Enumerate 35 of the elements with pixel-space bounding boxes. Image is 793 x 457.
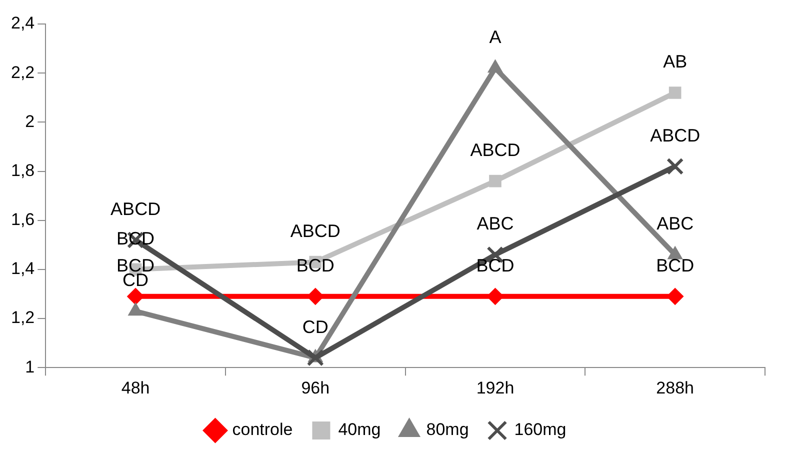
data-label: ABC xyxy=(656,214,694,234)
data-label: AB xyxy=(663,52,688,72)
y-tick-label: 1,4 xyxy=(10,259,35,278)
data-label: CD xyxy=(302,316,328,337)
point xyxy=(486,288,504,305)
data-label: ABCD xyxy=(110,198,161,219)
data-label: CD xyxy=(122,270,149,290)
y-tick-label: 2 xyxy=(25,112,35,131)
y-tick-label: 1 xyxy=(25,357,35,376)
data-label: ABCD xyxy=(290,221,340,242)
legend-label: controle xyxy=(232,420,293,440)
data-label: BCD xyxy=(296,255,334,276)
legend-label: 160mg xyxy=(514,420,566,440)
point xyxy=(489,174,502,188)
data-label: A xyxy=(489,27,502,48)
y-tick-label: 1,6 xyxy=(10,210,35,230)
y-tick-label: 2,4 xyxy=(10,14,35,33)
x-tick-label: 192h xyxy=(476,378,514,398)
data-label: ABCD xyxy=(650,125,700,146)
point xyxy=(666,158,684,175)
point xyxy=(666,288,684,305)
data-label: ABCD xyxy=(470,140,520,160)
point xyxy=(306,349,324,366)
data-label: BCD xyxy=(656,255,694,276)
y-tick-label: 1,2 xyxy=(10,308,35,328)
y-tick-label: 1,8 xyxy=(10,160,35,180)
legend-label: 80mg xyxy=(426,420,469,440)
point xyxy=(668,86,682,99)
legend-label: 40mg xyxy=(338,420,381,440)
x-tick-label: 288h xyxy=(656,378,694,398)
x-tick-label: 48h xyxy=(121,378,150,398)
x-tick-label: 96h xyxy=(301,378,330,398)
y-tick-label: 2,2 xyxy=(10,62,35,82)
data-label: BCD xyxy=(476,255,514,276)
data-label: ABC xyxy=(476,214,514,234)
